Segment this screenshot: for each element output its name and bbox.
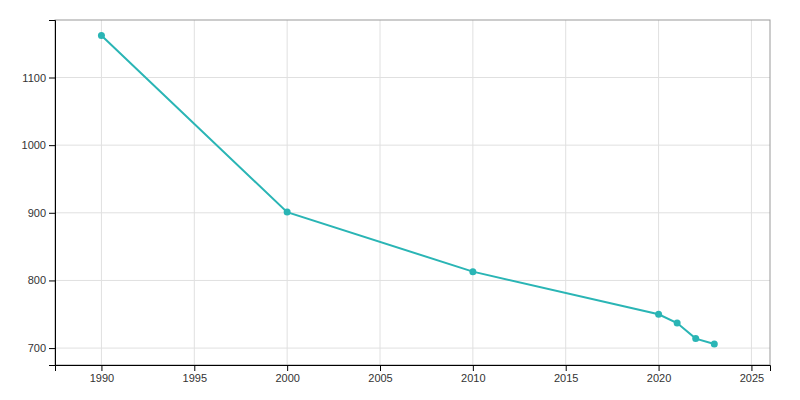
tick: 2020	[647, 365, 671, 384]
point	[98, 32, 105, 39]
tick-mark	[380, 365, 381, 371]
tick-label: 700	[28, 342, 46, 354]
tick: 2005	[368, 365, 392, 384]
tick: 700	[28, 342, 55, 354]
marks	[98, 32, 718, 347]
tick: 1100	[22, 72, 55, 84]
plot-frame	[55, 20, 770, 365]
tick-mark	[49, 348, 55, 349]
tick-label: 2010	[461, 372, 485, 384]
tick-mark	[566, 365, 567, 371]
tick-label: 1995	[183, 372, 207, 384]
plot: 1990 1995 2000 2005 2010 2015 2020 2025 700 800 90…	[22, 20, 771, 384]
grid-line	[751, 20, 752, 365]
tick-label: 1990	[90, 372, 114, 384]
tick-mark	[194, 365, 195, 371]
tick: 1995	[183, 365, 207, 384]
grid-line	[55, 280, 770, 281]
tick: 2025	[740, 365, 764, 384]
grid-line	[101, 20, 102, 365]
point	[711, 341, 718, 348]
point	[284, 209, 291, 216]
tick-mark	[659, 365, 660, 371]
chart: 1990 1995 2000 2005 2010 2015 2020 2025 700 800 90…	[0, 0, 800, 400]
tick-label: 1000	[22, 139, 46, 151]
tick-mark	[751, 365, 752, 371]
tick: 2010	[461, 365, 485, 384]
tick: 2000	[275, 365, 299, 384]
tick-label: 2015	[554, 372, 578, 384]
tick-mark	[49, 213, 55, 214]
point	[692, 335, 699, 342]
tick: 900	[28, 207, 55, 219]
tick: 800	[28, 274, 55, 286]
grid-line	[55, 348, 770, 349]
tick-label: 2025	[740, 372, 764, 384]
tick-mark	[49, 78, 55, 79]
point	[655, 311, 662, 318]
tick-label: 2000	[275, 372, 299, 384]
tick: 1000	[22, 139, 55, 151]
tick-mark	[49, 280, 55, 281]
tick-mark	[101, 365, 102, 371]
tick-label: 900	[28, 207, 46, 219]
point	[469, 268, 476, 275]
grid-line	[565, 20, 566, 365]
tick-mark	[287, 365, 288, 371]
tick: 2015	[554, 365, 578, 384]
grid	[55, 20, 770, 365]
grid-line	[55, 212, 770, 213]
tick-label: 1100	[22, 72, 46, 84]
tick-label: 2020	[647, 372, 671, 384]
grid-line	[472, 20, 473, 365]
tick-mark	[473, 365, 474, 371]
x-axis: 1990 1995 2000 2005 2010 2015 2020 2025	[56, 365, 771, 384]
tick-label: 2005	[368, 372, 392, 384]
grid-line	[194, 20, 195, 365]
point	[674, 320, 681, 327]
y-axis: 700 800 900 1000 1100	[22, 21, 56, 366]
tick-mark	[49, 145, 55, 146]
line	[101, 36, 714, 344]
tick-label: 800	[28, 274, 46, 286]
grid-line	[55, 77, 770, 78]
grid-line	[380, 20, 381, 365]
axis-line	[56, 366, 771, 372]
tick: 1990	[90, 365, 114, 384]
grid-line	[55, 145, 770, 146]
axis-line	[49, 21, 56, 366]
grid-line	[287, 20, 288, 365]
